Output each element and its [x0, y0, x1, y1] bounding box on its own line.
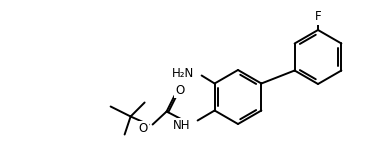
- Text: NH: NH: [173, 119, 191, 132]
- Text: F: F: [315, 10, 321, 24]
- Text: O: O: [175, 84, 184, 97]
- Text: O: O: [138, 122, 148, 135]
- Text: H₂N: H₂N: [172, 67, 194, 80]
